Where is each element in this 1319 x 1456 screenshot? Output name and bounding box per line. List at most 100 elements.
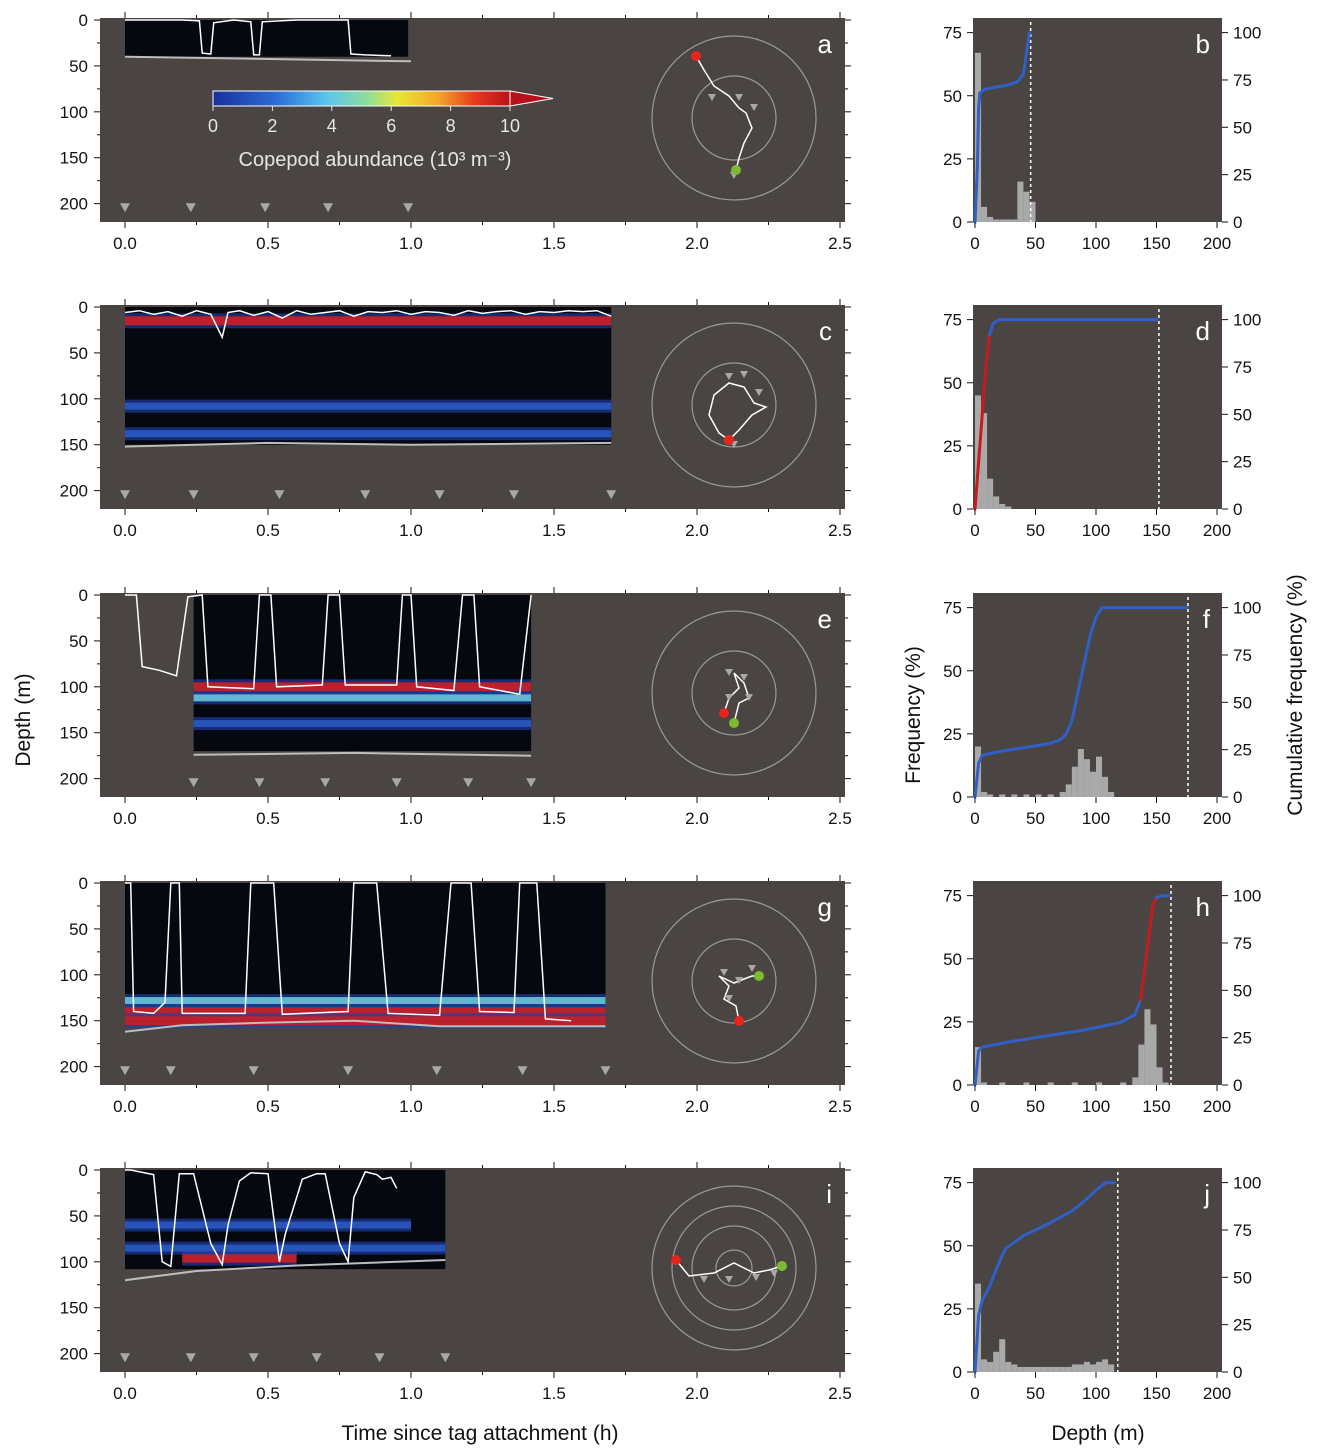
cumulative-segment bbox=[997, 746, 1025, 754]
track-marker bbox=[770, 1270, 778, 1277]
tag-marker bbox=[188, 490, 199, 500]
histogram-bar bbox=[1102, 1359, 1109, 1372]
abundance-layer bbox=[193, 682, 532, 692]
histogram-bar bbox=[1162, 1082, 1169, 1085]
x-tick-label: 1.0 bbox=[399, 1384, 423, 1403]
panel-background bbox=[973, 305, 1222, 509]
x-tick-label: 50 bbox=[1026, 1097, 1045, 1116]
heatmap-area bbox=[125, 307, 612, 445]
y-tick-label: 200 bbox=[60, 1345, 88, 1364]
range-ring bbox=[671, 1205, 797, 1331]
panel-background bbox=[973, 881, 1222, 1085]
histogram-panel-j: 0 25 50 75 0 25 50 75 100 0 50 100 150 200 j bbox=[943, 1168, 1261, 1403]
x-tick-label: 1.5 bbox=[542, 521, 566, 540]
cumulative-segment bbox=[980, 1039, 1013, 1049]
histogram-bar bbox=[1065, 1366, 1072, 1372]
x-tick-label: 150 bbox=[1142, 1097, 1170, 1116]
histogram-bar bbox=[1035, 794, 1042, 797]
seafloor-line bbox=[193, 751, 532, 757]
range-ring bbox=[691, 650, 777, 736]
histogram-bar bbox=[1029, 201, 1036, 222]
cumulative-segment bbox=[973, 1313, 981, 1374]
cumulative-segment bbox=[1082, 1188, 1098, 1204]
tag-marker bbox=[403, 203, 414, 213]
y-left-tick-label: 75 bbox=[943, 24, 962, 43]
tag-marker bbox=[606, 490, 617, 500]
range-ring bbox=[651, 610, 817, 776]
tag-marker bbox=[120, 1066, 130, 1076]
y-right-tick-label: 0 bbox=[1233, 213, 1242, 232]
track-marker bbox=[725, 995, 733, 1002]
cumulative-segment bbox=[1046, 1209, 1074, 1226]
tag-marker bbox=[323, 203, 334, 213]
y-tick-label: 0 bbox=[79, 1161, 88, 1180]
track-start-point bbox=[754, 971, 764, 981]
track-marker bbox=[748, 965, 756, 972]
abundance-layer bbox=[125, 316, 612, 326]
cumulative-segment bbox=[988, 321, 995, 337]
cumulative-segment bbox=[1082, 634, 1092, 666]
x-tick-label: 0 bbox=[970, 809, 979, 828]
histogram-bar bbox=[1005, 1361, 1012, 1372]
track-end-point bbox=[691, 51, 701, 61]
x-tick-label: 100 bbox=[1082, 234, 1110, 253]
abundance-layer bbox=[125, 1221, 411, 1229]
y-right-tick-label: 50 bbox=[1233, 405, 1252, 424]
y-right-tick-label: 25 bbox=[1233, 741, 1252, 760]
x-tick-label: 200 bbox=[1203, 1384, 1231, 1403]
seafloor-line bbox=[124, 1259, 446, 1282]
histogram-bar bbox=[1102, 776, 1109, 797]
seafloor-line bbox=[124, 1019, 606, 1033]
track-start-point bbox=[731, 165, 741, 175]
tag-marker bbox=[600, 1066, 611, 1076]
y-right-tick-label: 50 bbox=[1233, 981, 1252, 1000]
histogram-bar bbox=[1096, 1082, 1103, 1085]
x-tick-label: 1.5 bbox=[542, 809, 566, 828]
cumulative-segment bbox=[1082, 1021, 1122, 1032]
histogram-bar bbox=[1156, 1067, 1163, 1085]
y-right-tick-label: 100 bbox=[1233, 599, 1261, 618]
seafloor-line bbox=[124, 55, 412, 63]
colorbar: 0 2 4 6 8 10 Copepod abundance (10³ m⁻³) bbox=[208, 90, 554, 171]
y-tick-label: 100 bbox=[60, 390, 88, 409]
y-left-tick-label: 25 bbox=[943, 1300, 962, 1319]
x-tick-label: 2.0 bbox=[685, 234, 709, 253]
abundance-layer bbox=[125, 430, 612, 438]
x-tick-label: 150 bbox=[1142, 521, 1170, 540]
y-right-tick-label: 100 bbox=[1233, 24, 1261, 43]
x-tick-label: 150 bbox=[1142, 809, 1170, 828]
track-marker bbox=[745, 694, 753, 701]
histogram-bar bbox=[1011, 219, 1018, 222]
seafloor-line bbox=[124, 441, 612, 448]
time-depth-panel-g: 0 50 100 150 200 0.0 0.5 1.0 1.5 2.0 2.5 g bbox=[60, 874, 852, 1116]
track-line bbox=[708, 382, 768, 441]
tag-marker bbox=[440, 1353, 451, 1363]
cumulative-segment bbox=[1088, 615, 1098, 638]
colorbar-tick-label: 8 bbox=[446, 116, 456, 136]
y-right-tick-label: 0 bbox=[1233, 788, 1242, 807]
x-tick-label: 2.5 bbox=[828, 234, 852, 253]
panel-background bbox=[973, 1168, 1222, 1372]
tag-marker bbox=[274, 490, 285, 500]
track-marker bbox=[740, 674, 748, 681]
x-tick-label: 1.5 bbox=[542, 1384, 566, 1403]
track-marker bbox=[755, 389, 763, 396]
x-tick-label: 200 bbox=[1203, 234, 1231, 253]
x-tick-label: 0.0 bbox=[113, 1384, 137, 1403]
x-tick-label: 0 bbox=[970, 1097, 979, 1116]
tag-marker bbox=[360, 490, 371, 500]
cumulative-segment bbox=[980, 365, 988, 416]
y-right-tick-label: 75 bbox=[1233, 358, 1252, 377]
histogram-panel-b: 0 25 50 75 0 25 50 75 100 0 50 100 150 200 b bbox=[943, 18, 1261, 253]
range-ring bbox=[651, 322, 817, 488]
x-tick-label: 100 bbox=[1082, 1384, 1110, 1403]
x-tick-label: 2.0 bbox=[685, 1097, 709, 1116]
cumulative-segment bbox=[973, 761, 981, 799]
x-tick-label: 0.0 bbox=[113, 521, 137, 540]
y-right-tick-label: 50 bbox=[1233, 118, 1252, 137]
cumulative-segment bbox=[977, 1298, 984, 1317]
y-left-tick-label: 0 bbox=[953, 1076, 962, 1095]
x-tick-label: 0.0 bbox=[113, 1097, 137, 1116]
cumulative-segment bbox=[984, 333, 992, 369]
time-depth-panel-c: 0 50 100 150 200 0.0 0.5 1.0 1.5 2.0 2.5 c bbox=[60, 298, 852, 540]
